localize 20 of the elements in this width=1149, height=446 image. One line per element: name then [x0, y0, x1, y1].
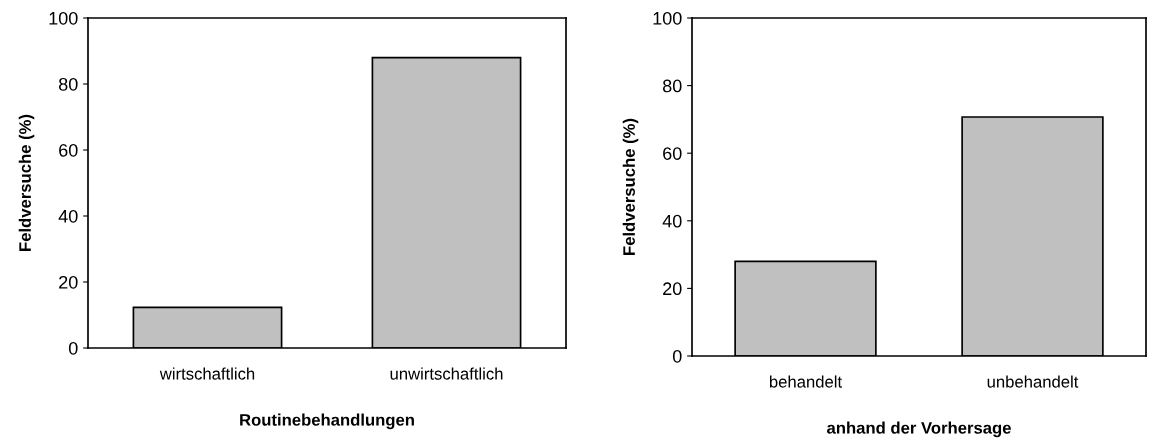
y-tick-label: 60 [59, 143, 78, 157]
y-tick-label: 100 [49, 11, 78, 25]
x-tick-label: wirtschaftlich [159, 367, 255, 380]
y-axis-title: Feldversuche (%) [18, 114, 35, 251]
x-tick-label: unbehandelt [987, 375, 1079, 388]
y-tick-label: 80 [58, 77, 78, 91]
y-tick-label: 100 [653, 11, 682, 25]
y-tick-label: 40 [662, 214, 682, 228]
y-axis-title: Feldversuche (%) [622, 118, 639, 255]
x-axis-title: anhand der Vorhersage [827, 421, 1011, 438]
x-axis-title: Routinebehandlungen [240, 413, 414, 430]
y-tick-label: 60 [663, 147, 682, 160]
x-tick-label: behandelt [769, 375, 842, 388]
x-tick-label: unwirtschaftlich [390, 367, 503, 380]
y-tick-label: 20 [59, 275, 78, 289]
y-tick-label: 0 [68, 341, 78, 355]
y-tick-label: 80 [662, 79, 682, 93]
y-tick-label: 0 [672, 349, 682, 363]
y-tick-label: 40 [58, 209, 78, 223]
y-tick-label: 20 [663, 282, 682, 296]
